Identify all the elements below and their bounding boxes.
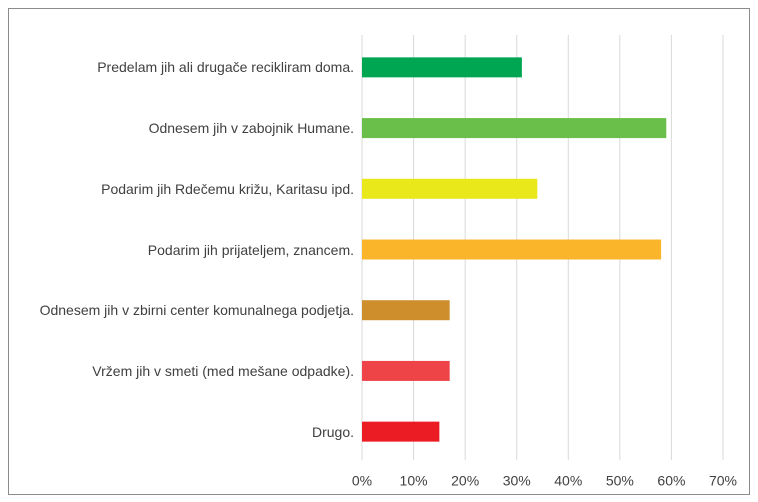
- x-tick-label: 50%: [606, 473, 634, 489]
- bar: [362, 360, 450, 381]
- category-text: Podarim jih Rdečemu križu, Karitasu ipd.: [101, 180, 354, 197]
- bar: [362, 118, 667, 139]
- x-tick-label: 70%: [709, 473, 737, 489]
- y-tick-label: Odnesem jih v zbirni center komunalnega …: [9, 299, 354, 321]
- x-tick-label: 40%: [554, 473, 582, 489]
- y-tick-label: Vržem jih v smeti (med mešane odpadke).: [9, 360, 354, 382]
- bar: [362, 178, 538, 199]
- x-tick-label: 0%: [352, 473, 372, 489]
- category-text: Vržem jih v smeti (med mešane odpadke).: [92, 362, 354, 379]
- y-tick-label: Podarim jih Rdečemu križu, Karitasu ipd.: [9, 178, 354, 200]
- y-tick-label: Podarim jih prijateljem, znancem.: [9, 239, 354, 261]
- category-text: Podarim jih prijateljem, znancem.: [147, 241, 354, 258]
- bar: [362, 300, 450, 321]
- y-tick-label: Predelam jih ali drugače recikliram doma…: [9, 56, 354, 78]
- category-text: Odnesem jih v zabojnik Humane.: [148, 120, 354, 137]
- x-tick-label: 20%: [451, 473, 479, 489]
- bar: [362, 57, 522, 78]
- category-text: Drugo.: [311, 423, 354, 440]
- y-tick-label: Odnesem jih v zabojnik Humane.: [9, 117, 354, 139]
- x-tick-label: 30%: [503, 473, 531, 489]
- x-tick-label: 60%: [657, 473, 685, 489]
- bar: [362, 421, 440, 442]
- x-tick-label: 10%: [400, 473, 428, 489]
- y-tick-label: Drugo.: [9, 421, 354, 443]
- bar: [362, 239, 662, 260]
- category-text: Odnesem jih v zbirni center komunalnega …: [39, 302, 354, 319]
- category-text: Predelam jih ali drugače recikliram doma…: [97, 59, 354, 76]
